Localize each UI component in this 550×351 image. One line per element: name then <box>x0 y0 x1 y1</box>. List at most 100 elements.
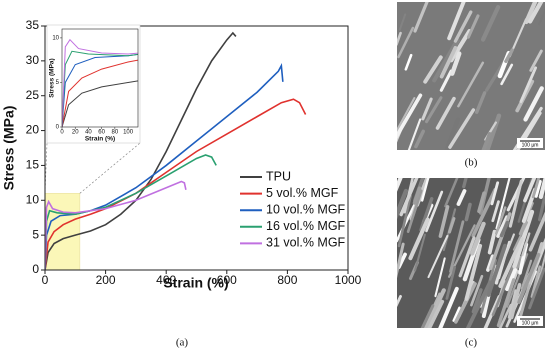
x-tick-label: 800 <box>277 273 297 287</box>
fiber <box>530 265 542 298</box>
fiber <box>538 252 545 278</box>
legend-label: 10 vol.% MGF <box>266 202 346 216</box>
series-line <box>45 98 307 270</box>
fiber <box>523 86 544 122</box>
fiber <box>528 211 545 252</box>
fiber <box>458 236 476 278</box>
fiber <box>491 265 515 317</box>
y-tick-label: 15 <box>26 158 40 172</box>
fiber <box>397 96 416 133</box>
x-tick-label: 400 <box>156 273 176 287</box>
legend-label: 31 vol.% MGF <box>266 236 346 250</box>
inset-x-tick-label: 20 <box>72 130 79 136</box>
fiber <box>471 188 497 238</box>
fiber <box>521 232 531 257</box>
fiber <box>444 178 459 208</box>
zoom-connector <box>79 142 141 194</box>
series-line <box>62 80 138 127</box>
fiber <box>466 14 480 39</box>
fiber <box>404 53 413 71</box>
fiber <box>438 286 459 328</box>
y-tick-label: 0 <box>32 262 39 276</box>
fiber <box>498 236 524 289</box>
fiber <box>449 220 465 273</box>
fiber <box>471 288 483 314</box>
scale-label: 100 µm <box>522 320 539 326</box>
fiber <box>486 243 507 297</box>
fiber <box>397 93 423 139</box>
inset-x-label: Strain (%) <box>85 136 115 143</box>
fiber <box>397 26 415 59</box>
fiber <box>445 265 456 300</box>
fiber <box>421 178 430 202</box>
fiber <box>439 45 458 79</box>
fiber <box>435 96 456 130</box>
fiber <box>481 132 492 150</box>
fiber <box>524 2 538 25</box>
fiber <box>414 129 425 149</box>
fiber <box>531 178 541 199</box>
fiber <box>449 28 472 63</box>
fiber <box>518 279 532 321</box>
fiber <box>508 179 523 228</box>
fiber <box>398 13 407 31</box>
fiber <box>397 194 412 248</box>
inset-x-tick-label: 0 <box>60 130 64 136</box>
inset-y-tick-label: 5 <box>56 80 60 86</box>
fiber <box>495 178 511 230</box>
fiber <box>397 178 403 192</box>
fiber <box>457 61 485 108</box>
fiber <box>447 2 466 41</box>
fiber <box>397 294 402 308</box>
fiber <box>462 178 468 189</box>
y-tick-label: 35 <box>26 18 40 32</box>
fiber <box>477 191 486 214</box>
inset-x-tick-label: 40 <box>85 130 92 136</box>
scale-box <box>517 316 543 326</box>
fiber <box>397 242 405 279</box>
fiber <box>448 108 476 149</box>
fiber <box>423 55 443 84</box>
fiber <box>507 289 518 319</box>
fiber <box>537 195 545 222</box>
fiber <box>464 202 472 222</box>
series-line <box>62 38 138 127</box>
y-tick-label: 25 <box>26 88 40 102</box>
scale-box <box>517 138 543 148</box>
fiber <box>397 31 402 46</box>
x-tick-label: 0 <box>42 273 49 287</box>
fiber <box>475 91 487 114</box>
y-tick-label: 10 <box>26 192 40 206</box>
fiber <box>421 97 433 121</box>
fiber <box>499 220 510 238</box>
fiber <box>423 288 446 328</box>
inset-box <box>46 24 141 144</box>
y-axis-label: Stress (MPa) <box>1 106 17 191</box>
fiber <box>439 69 453 92</box>
fiber <box>438 205 450 238</box>
y-tick-label: 20 <box>26 123 40 137</box>
x-tick-label: 200 <box>96 273 116 287</box>
inset-x-tick-label: 80 <box>112 130 119 136</box>
series-line <box>45 180 187 270</box>
micrograph-bg <box>397 2 545 150</box>
fiber <box>407 118 422 150</box>
fiber <box>504 48 514 64</box>
fiber <box>465 280 492 328</box>
inset-y-tick-label: 10 <box>52 35 59 41</box>
inset-y-label: Stress (MPa) <box>49 58 56 97</box>
fiber <box>500 63 514 86</box>
fiber <box>406 189 423 233</box>
plot-frame <box>44 25 349 271</box>
fiber <box>528 267 545 310</box>
fiber <box>512 221 529 251</box>
fiber <box>486 254 495 272</box>
fiber <box>414 233 426 272</box>
fiber <box>412 186 422 205</box>
fiber <box>425 190 444 233</box>
fiber <box>464 243 483 301</box>
fiber <box>504 267 518 292</box>
fiber <box>453 10 473 43</box>
scale-label: 100 µm <box>522 142 539 148</box>
fiber <box>509 283 522 320</box>
